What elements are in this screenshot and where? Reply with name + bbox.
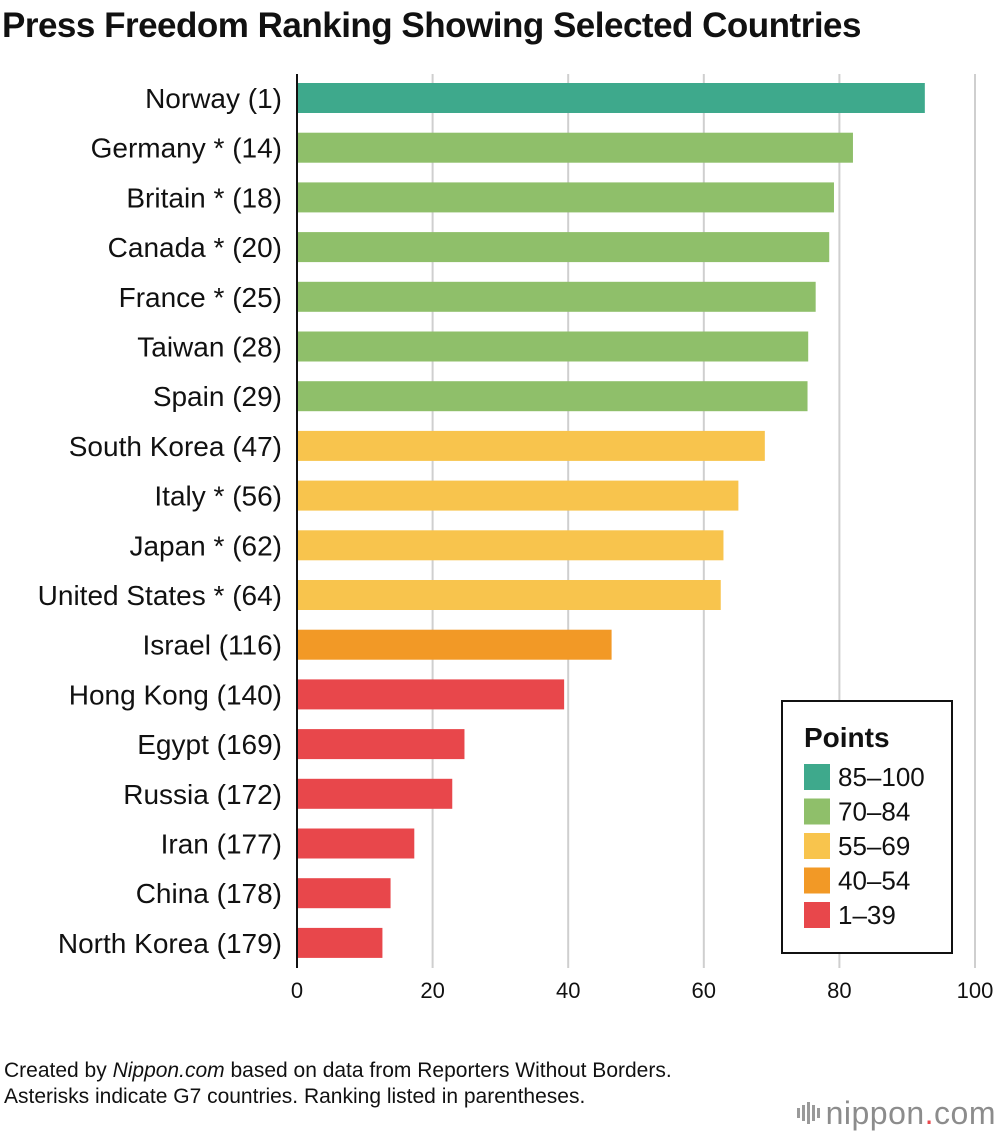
category-label: North Korea (179) — [58, 928, 282, 959]
source-prefix: Created by — [4, 1059, 113, 1082]
bar — [297, 878, 391, 909]
gridlines — [431, 74, 976, 968]
bar — [297, 778, 453, 809]
brand-wordmark: nippon.com — [826, 1095, 996, 1132]
category-label: France * (25) — [119, 282, 282, 313]
legend-swatch — [804, 798, 830, 825]
legend-label: 70–84 — [838, 797, 910, 827]
bar-chart: Norway (1) Germany * (14) Britain * (18) Ca… — [38, 74, 993, 1003]
source-site: Nippon.com — [112, 1059, 225, 1082]
legend-swatch — [804, 764, 830, 790]
category-label: Israel (116) — [142, 630, 282, 661]
category-labels: Norway (1) Germany * (14) Britain * (18) Ca… — [38, 83, 282, 959]
legend-swatch — [804, 833, 830, 859]
bar — [297, 480, 739, 511]
legend-swatch — [804, 867, 830, 894]
category-label: Spain (29) — [153, 381, 282, 412]
bar — [297, 331, 809, 362]
category-label: United States * (64) — [38, 580, 282, 611]
bar — [297, 281, 816, 312]
category-label: Hong Kong (140) — [69, 679, 282, 710]
category-label: Iran (177) — [161, 829, 282, 860]
category-label: Japan * (62) — [129, 530, 282, 561]
legend-title: Points — [804, 722, 890, 753]
source-note: Created by Nippon.com based on data from… — [4, 1058, 684, 1110]
bar — [297, 381, 808, 412]
nippon-logo: nippon.com — [796, 1093, 996, 1133]
x-tick-label: 60 — [692, 978, 716, 1003]
legend-label: 1–39 — [838, 900, 896, 930]
x-tick-label: 100 — [957, 978, 994, 1003]
bar — [297, 828, 415, 859]
legend-label: 55–69 — [838, 831, 910, 861]
category-label: Norway (1) — [145, 83, 282, 114]
bar — [297, 182, 834, 213]
bar — [297, 729, 465, 760]
brand-tld: com — [934, 1094, 996, 1131]
bars — [297, 83, 925, 958]
bar — [297, 132, 853, 163]
category-label: Egypt (169) — [137, 729, 282, 760]
bar — [297, 679, 565, 710]
bar — [297, 629, 612, 660]
bar — [297, 430, 765, 461]
legend-items: 85–100 70–84 55–69 40–54 1–39 — [804, 762, 925, 930]
category-label: South Korea (47) — [69, 431, 282, 462]
bar — [297, 580, 721, 610]
legend: Points 85–100 70–84 55–69 40–54 1–39 — [781, 700, 953, 954]
category-label: Russia (172) — [123, 779, 282, 810]
x-axis-ticks: 0 20 40 60 80 100 — [291, 978, 993, 1003]
legend-label: 40–54 — [838, 866, 910, 896]
bar — [297, 83, 925, 113]
legend-label: 85–100 — [838, 762, 925, 792]
category-label: Britain * (18) — [126, 182, 282, 213]
brand-dot: . — [924, 1094, 935, 1131]
bar — [297, 530, 724, 561]
category-label: Canada * (20) — [108, 232, 282, 263]
bar — [297, 927, 383, 958]
category-label: Germany * (14) — [91, 133, 282, 164]
legend-swatch — [804, 902, 830, 928]
category-label: Italy * (56) — [154, 481, 282, 512]
category-label: Taiwan (28) — [137, 332, 282, 363]
x-tick-label: 0 — [291, 978, 303, 1003]
bar — [297, 232, 830, 263]
brand-name: nippon — [825, 1094, 925, 1131]
source-suffix: based on data from Reporters Without Bor… — [4, 1059, 672, 1108]
x-tick-label: 40 — [556, 978, 580, 1003]
category-label: China (178) — [136, 878, 282, 909]
chart-title: Press Freedom Ranking Showing Selected C… — [2, 6, 861, 45]
x-tick-label: 80 — [827, 978, 851, 1003]
brand-mark-icon — [796, 1102, 820, 1124]
x-tick-label: 20 — [420, 978, 444, 1003]
